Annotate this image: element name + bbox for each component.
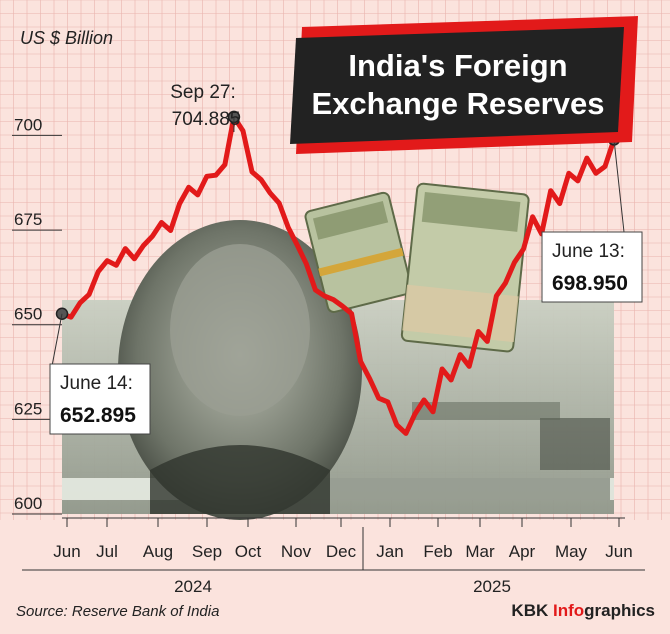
year-label-2025: 2025	[473, 577, 511, 596]
cash-roll-left	[304, 191, 413, 314]
y-tick-label-650: 650	[14, 305, 42, 324]
peak-date: Sep 27:	[170, 82, 236, 103]
x-tick-label-sep-3: Sep	[192, 542, 222, 561]
y-tick-label-675: 675	[14, 210, 42, 229]
x-tick-label-nov-5: Nov	[281, 542, 312, 561]
y-tick-label-700: 700	[14, 115, 42, 134]
start-pointer	[51, 313, 63, 367]
title-line-1: India's Foreign	[348, 48, 567, 83]
y-unit-label: US $ Billion	[20, 28, 113, 48]
brand-accent: Info	[553, 601, 584, 620]
x-tick-label-oct-4: Oct	[235, 542, 262, 561]
x-tick-label-mar-9: Mar	[465, 542, 495, 561]
reserves-line	[59, 114, 617, 436]
x-tick-label-jul-1: Jul	[96, 542, 118, 561]
brand-prefix: KBK	[511, 601, 553, 620]
title-box: India's Foreign Exchange Reserves	[290, 16, 638, 154]
title-line-2: Exchange Reserves	[312, 86, 605, 121]
end-date: June 13:	[552, 241, 625, 262]
start-date: June 14:	[60, 373, 133, 394]
end-pointer	[613, 139, 625, 233]
source-note: Source: Reserve Bank of India	[16, 603, 219, 620]
banknote-illustration	[62, 220, 614, 520]
cash-roll-right	[400, 182, 530, 353]
x-tick-label-jun-12: Jun	[605, 542, 632, 561]
x-tick-label-jun-0: Jun	[53, 542, 80, 561]
x-tick-label-aug-2: Aug	[143, 542, 173, 561]
brand-credit: KBK Infographics	[511, 601, 655, 620]
start-value: 652.895	[60, 404, 136, 427]
x-tick-label-apr-10: Apr	[509, 542, 536, 561]
end-value: 698.950	[552, 272, 628, 295]
x-tick-label-feb-8: Feb	[423, 542, 452, 561]
y-axis: 600 625 650 675 700	[12, 115, 62, 515]
end-annotation: June 13: 698.950	[541, 231, 643, 303]
x-tick-label-dec-6: Dec	[326, 542, 357, 561]
x-tick-label-jan-7: Jan	[376, 542, 403, 561]
year-label-2024: 2024	[174, 577, 212, 596]
start-annotation: June 14: 652.895	[49, 363, 151, 435]
peak-value: 704.885	[172, 109, 241, 130]
y-tick-label-600: 600	[14, 494, 42, 513]
y-tick-label-625: 625	[14, 399, 42, 418]
brand-suffix: graphics	[584, 601, 655, 620]
x-axis: Jun Jul Aug Sep Oct Nov Dec Jan Feb Mar Apr May Jun 2…	[22, 517, 645, 596]
peak-annotation: Sep 27: 704.885	[170, 82, 240, 130]
x-tick-label-may-11: May	[555, 542, 588, 561]
